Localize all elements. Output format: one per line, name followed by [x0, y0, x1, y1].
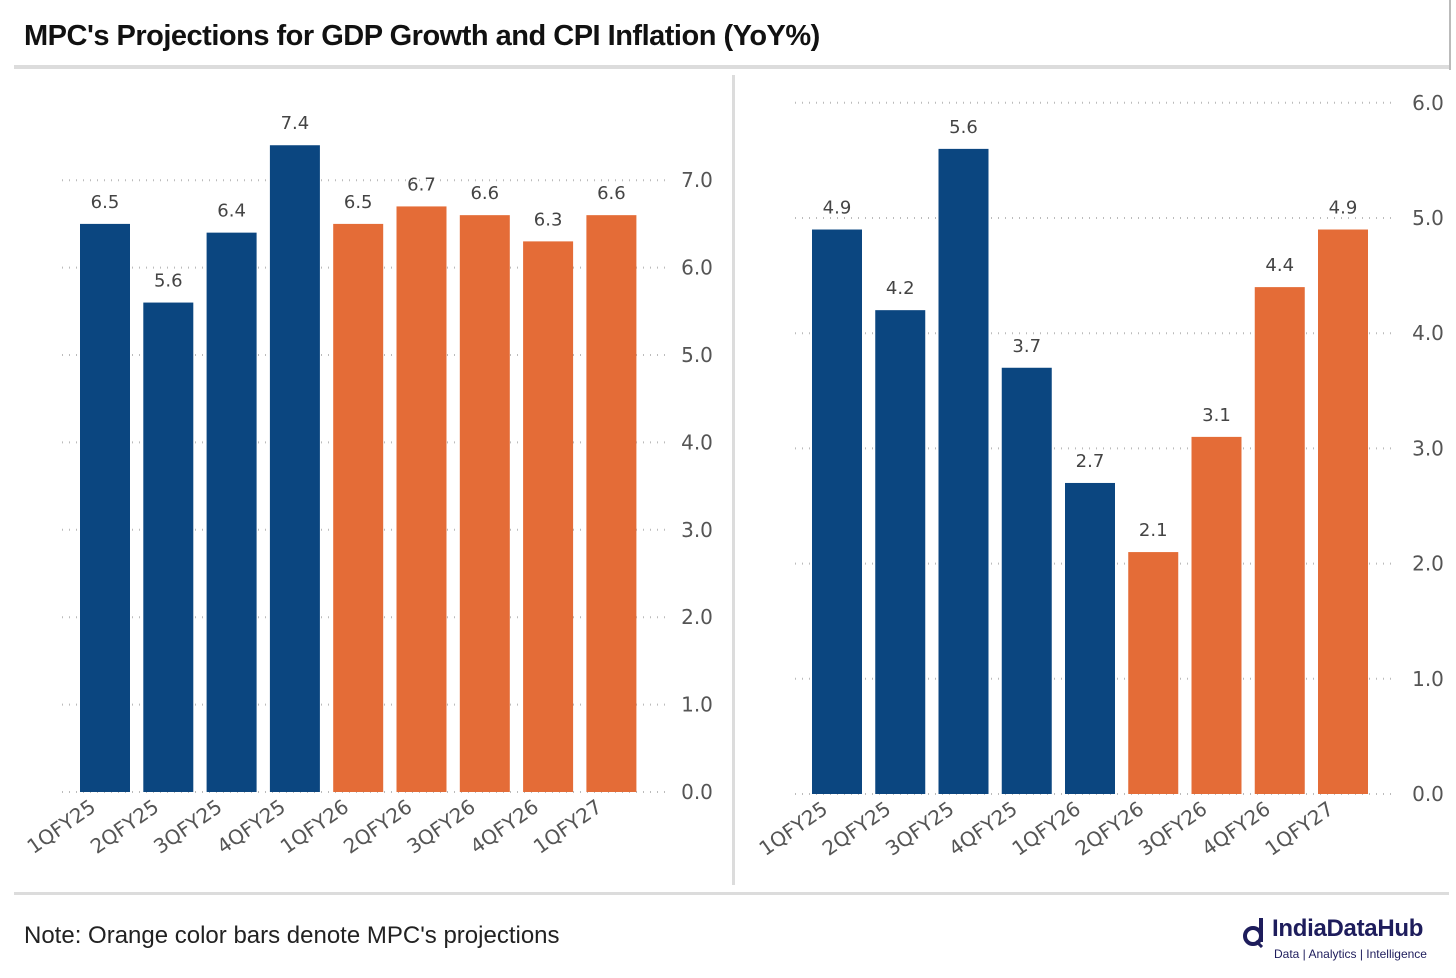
panel2-y-tick-label: 0.0 — [1412, 782, 1444, 806]
panel1-x-tick-label: 3QFY26 — [402, 794, 479, 858]
panel1-bar-1QFY26 — [333, 223, 384, 792]
frame-edge — [1449, 0, 1451, 70]
panel2-data-label: 4.4 — [1265, 255, 1294, 276]
panel2-bar-3QFY26 — [1191, 436, 1242, 794]
panel1-bar-4QFY26 — [523, 241, 574, 792]
panel2-bar-2QFY25 — [875, 310, 926, 794]
panel1-y-tick-label: 6.0 — [681, 256, 713, 280]
panel2-data-label: 2.1 — [1139, 520, 1168, 541]
panel2-bar-4QFY25 — [1001, 367, 1052, 794]
panel2-data-label: 3.1 — [1202, 405, 1231, 426]
logo-tagline: Data | Analytics | Intelligence — [1274, 947, 1427, 961]
panel2-x-tick-label: 1QFY27 — [1261, 796, 1338, 860]
panel1-data-label: 6.6 — [597, 183, 626, 204]
panel2-y-tick-label: 5.0 — [1412, 206, 1444, 230]
panel2-y-tick-label: 4.0 — [1412, 321, 1444, 345]
panel2-data-label: 4.9 — [1329, 198, 1358, 219]
panel2-x-tick-label: 3QFY25 — [881, 796, 958, 860]
panel1-data-label: 6.3 — [534, 209, 563, 230]
panel1-bar-1QFY25 — [80, 223, 130, 792]
panel1-data-label: 5.6 — [154, 271, 183, 292]
panel1-data-label: 6.5 — [344, 192, 373, 213]
panel1-bar-3QFY26 — [459, 215, 510, 792]
panel1-data-label: 6.4 — [217, 201, 246, 222]
panel2-x-tick-label: 4QFY25 — [944, 796, 1021, 860]
panel-divider — [732, 75, 735, 885]
panel2-y-tick-label: 2.0 — [1412, 552, 1444, 576]
panel2-x-tick-label: 4QFY26 — [1197, 796, 1274, 860]
chart-title: MPC's Projections for GDP Growth and CPI… — [24, 20, 820, 52]
panel2-x-tick-label: 2QFY25 — [818, 796, 895, 860]
panel2-data-label: 5.6 — [949, 117, 978, 138]
panel2-data-label: 3.7 — [1012, 336, 1041, 357]
panel2-bar-1QFY27 — [1318, 229, 1368, 794]
panel1-y-tick-label: 4.0 — [681, 430, 713, 454]
panel2-bar-1QFY25 — [812, 229, 862, 794]
panel1-data-label: 6.6 — [470, 183, 499, 204]
panel1-bar-3QFY25 — [206, 232, 257, 792]
panel2-y-tick-label: 6.0 — [1412, 91, 1444, 115]
panel1-x-tick-label: 4QFY25 — [212, 794, 289, 858]
panel1-x-tick-label: 2QFY26 — [339, 794, 416, 858]
panel2-bar-2QFY26 — [1128, 552, 1179, 794]
panel1-x-tick-label: 2QFY25 — [86, 794, 163, 858]
panel1-bar-4QFY25 — [269, 145, 320, 793]
title-divider — [14, 65, 1449, 69]
panel2-data-label: 2.7 — [1076, 451, 1105, 472]
panel1-x-tick-label: 1QFY27 — [529, 794, 606, 858]
panel2-x-tick-label: 3QFY26 — [1134, 796, 1211, 860]
panel1-data-label: 6.7 — [407, 174, 436, 195]
panel2-data-label: 4.9 — [823, 198, 852, 219]
panel2-data-label: 4.2 — [886, 278, 915, 299]
panel1-y-tick-label: 0.0 — [681, 780, 713, 804]
panel1-y-tick-label: 5.0 — [681, 343, 713, 367]
panel1-bar-2QFY26 — [396, 206, 447, 793]
panel1-bar-2QFY25 — [143, 302, 194, 792]
panel1-data-label: 7.4 — [281, 113, 310, 134]
panel2-x-tick-label: 2QFY26 — [1071, 796, 1148, 860]
panel1-y-tick-label: 3.0 — [681, 518, 713, 542]
panel2-bar-1QFY26 — [1065, 482, 1115, 794]
panel1-x-tick-label: 1QFY26 — [276, 794, 353, 858]
footer-divider — [14, 892, 1449, 895]
panel2-bar-3QFY25 — [938, 148, 989, 794]
logo-name: IndiaDataHub — [1272, 915, 1424, 942]
panel1-x-tick-label: 1QFY25 — [23, 794, 100, 858]
panel1-bar-1QFY27 — [586, 215, 637, 792]
panel1-x-tick-label: 3QFY25 — [149, 794, 226, 858]
panel1-y-tick-label: 7.0 — [681, 168, 713, 192]
logo-mark-icon — [1243, 918, 1264, 948]
panel2-x-tick-label: 1QFY25 — [755, 796, 832, 860]
panel2-bar-4QFY26 — [1254, 287, 1305, 794]
panel1-y-tick-label: 2.0 — [681, 605, 713, 629]
panel1-data-label: 6.5 — [91, 192, 120, 213]
panel1-y-tick-label: 1.0 — [681, 693, 713, 717]
panel2-y-tick-label: 3.0 — [1412, 436, 1444, 460]
footnote: Note: Orange color bars denote MPC's pro… — [24, 922, 560, 949]
indiadatahub-logo: IndiaDataHub Data | Analytics | Intellig… — [1240, 912, 1450, 968]
panel1-x-tick-label: 4QFY26 — [466, 794, 543, 858]
panel2-x-tick-label: 1QFY26 — [1008, 796, 1085, 860]
panel2-y-tick-label: 1.0 — [1412, 667, 1444, 691]
